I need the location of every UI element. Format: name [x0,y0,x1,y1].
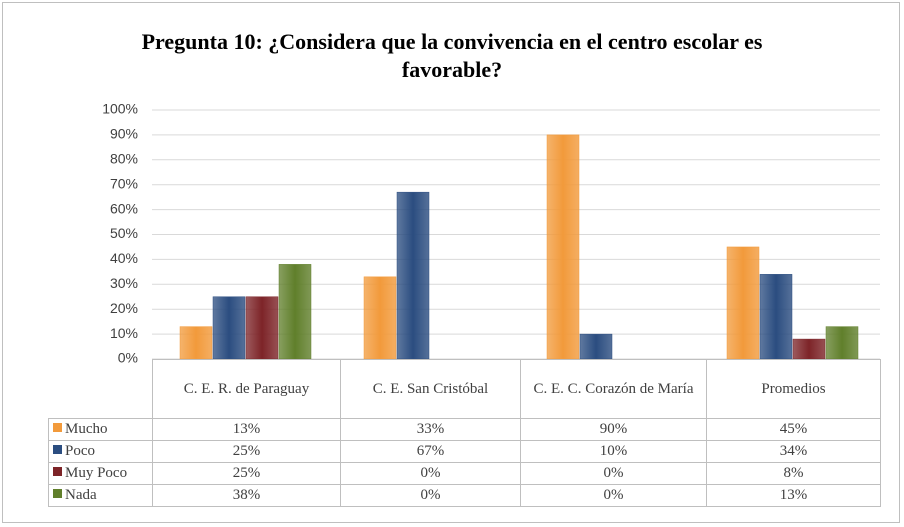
data-label: 34% [706,440,881,463]
data-label: 8% [706,462,881,485]
data-label: 0% [520,484,707,507]
table-row: Poco 25% 67% 10% 34% [48,440,881,463]
bar [579,333,613,360]
table-header-row: C. E. R. de Paraguay C. E. San Cristóbal C… [48,359,881,419]
y-tick-label: 50% [110,225,138,241]
data-label: 33% [340,418,521,441]
legend-label: Nada [65,487,97,503]
data-label: 13% [706,484,881,507]
bar [759,274,793,360]
legend-key [53,445,62,454]
data-label: 10% [520,440,707,463]
bar [212,296,246,360]
table-row: Nada 38% 0% 0% 13% [48,484,881,507]
bar [825,326,859,360]
y-tick-label: 40% [110,250,138,266]
legend-entry: Mucho [48,418,153,441]
table-corner [48,359,153,419]
legend-entry: Nada [48,484,153,507]
bar [726,246,760,360]
data-label: 25% [152,462,341,485]
data-label: 0% [340,484,521,507]
bar [245,296,279,360]
y-tick-label: 20% [110,300,138,316]
legend-label: Muy Poco [65,465,128,481]
y-tick-label: 30% [110,275,138,291]
chart-title: Pregunta 10: ¿Considera que la convivenc… [141,29,763,82]
y-tick-label: 80% [110,151,138,167]
bar [363,276,397,360]
bar [546,134,580,360]
legend-key [53,423,62,432]
legend-key [53,489,62,498]
data-label: 90% [520,418,707,441]
data-label: 38% [152,484,341,507]
bar [792,338,826,360]
legend-label: Poco [65,443,95,459]
y-tick-label: 100% [102,101,138,117]
data-label: 0% [340,462,521,485]
legend-entry: Poco [48,440,153,463]
data-table: C. E. R. de Paraguay C. E. San Cristóbal C… [48,359,881,507]
y-tick-label: 10% [110,325,138,341]
legend-key [53,467,62,476]
data-label: 67% [340,440,521,463]
x-tick-label: C. E. C. Corazón de María [520,359,707,419]
x-tick-label: C. E. R. de Paraguay [152,359,341,419]
y-tick-label: 60% [110,200,138,216]
legend-label: Mucho [65,421,108,437]
y-tick-label: 70% [110,175,138,191]
data-label: 0% [520,462,707,485]
data-label: 45% [706,418,881,441]
y-tick-label: 90% [110,126,138,142]
bar [396,191,430,360]
data-label: 13% [152,418,341,441]
table-row: Mucho 13% 33% 90% 45% [48,418,881,441]
bar [278,264,312,360]
bar [179,326,213,360]
data-label: 25% [152,440,341,463]
x-tick-label: C. E. San Cristóbal [340,359,521,419]
x-tick-label: Promedios [706,359,881,419]
table-row: Muy Poco 25% 0% 0% 8% [48,462,881,485]
legend-entry: Muy Poco [48,462,153,485]
